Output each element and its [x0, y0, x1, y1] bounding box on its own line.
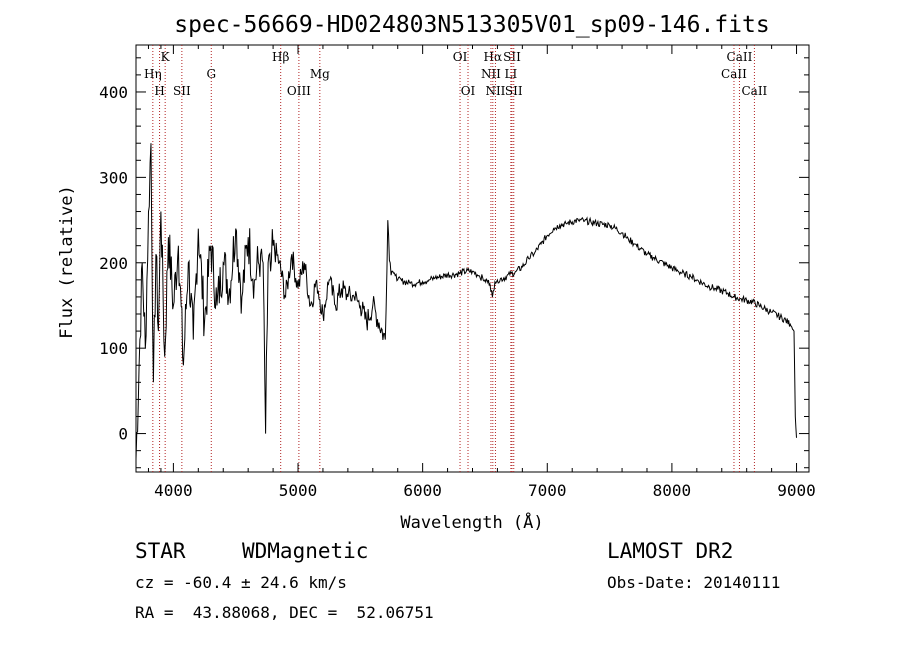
y-tick-label: 400: [99, 83, 128, 102]
line-marker-label: SII: [503, 50, 521, 64]
object-class: STAR: [135, 539, 186, 563]
line-marker-label: SII: [505, 84, 523, 98]
x-tick-label: 6000: [403, 481, 442, 500]
line-marker-label: NII: [481, 67, 501, 81]
y-axis: 0 100 200 300 400: [99, 57, 809, 469]
x-tick-label: 4000: [154, 481, 193, 500]
survey-name: LAMOST DR2: [607, 539, 734, 563]
line-marker-label: CaII: [741, 84, 767, 98]
x-tick-label: 5000: [279, 481, 318, 500]
y-axis-label: Flux (relative): [57, 185, 77, 339]
x-axis-label: Wavelength (Å): [400, 511, 543, 533]
y-tick-label: 300: [99, 168, 128, 187]
x-tick-label: 9000: [777, 481, 816, 500]
line-marker-label: G: [206, 67, 216, 81]
spectral-line-markers: HηHKSIIGHβOIIIMgOIOIHαNIINIISIILISIICaII…: [144, 45, 768, 472]
line-marker-label: Mg: [310, 67, 330, 81]
series-line-flux: [135, 143, 797, 460]
line-marker-label: Hη: [144, 67, 162, 81]
line-marker-label: OI: [461, 84, 476, 98]
line-marker-label: K: [161, 50, 171, 64]
line-marker-label: OIII: [287, 84, 311, 98]
line-marker-label: CaII: [721, 67, 747, 81]
line-marker-label: CaII: [727, 50, 753, 64]
x-tick-label: 7000: [528, 481, 567, 500]
line-marker-label: Hα: [484, 50, 503, 64]
line-marker-label: OI: [453, 50, 468, 64]
y-tick-label: 100: [99, 339, 128, 358]
line-marker-label: NII: [485, 84, 505, 98]
redshift-velocity: cz = -60.4 ± 24.6 km/s: [135, 573, 347, 592]
y-tick-label: 200: [99, 254, 128, 273]
chart-title: spec-56669-HD024803N513305V01_sp09-146.f…: [174, 12, 769, 38]
x-tick-label: 8000: [653, 481, 692, 500]
line-marker-label: LI: [505, 67, 518, 81]
object-subclass: WDMagnetic: [242, 539, 369, 563]
line-marker-label: H: [154, 84, 164, 98]
observation-date: Obs-Date: 20140111: [607, 573, 781, 592]
line-marker-label: Hβ: [272, 50, 289, 64]
y-tick-label: 0: [118, 425, 128, 444]
x-axis: 4000 5000 6000 7000 8000 9000: [147, 45, 816, 500]
coordinates: RA = 43.88068, DEC = 52.06751: [135, 603, 434, 622]
line-marker-label: SII: [173, 84, 191, 98]
